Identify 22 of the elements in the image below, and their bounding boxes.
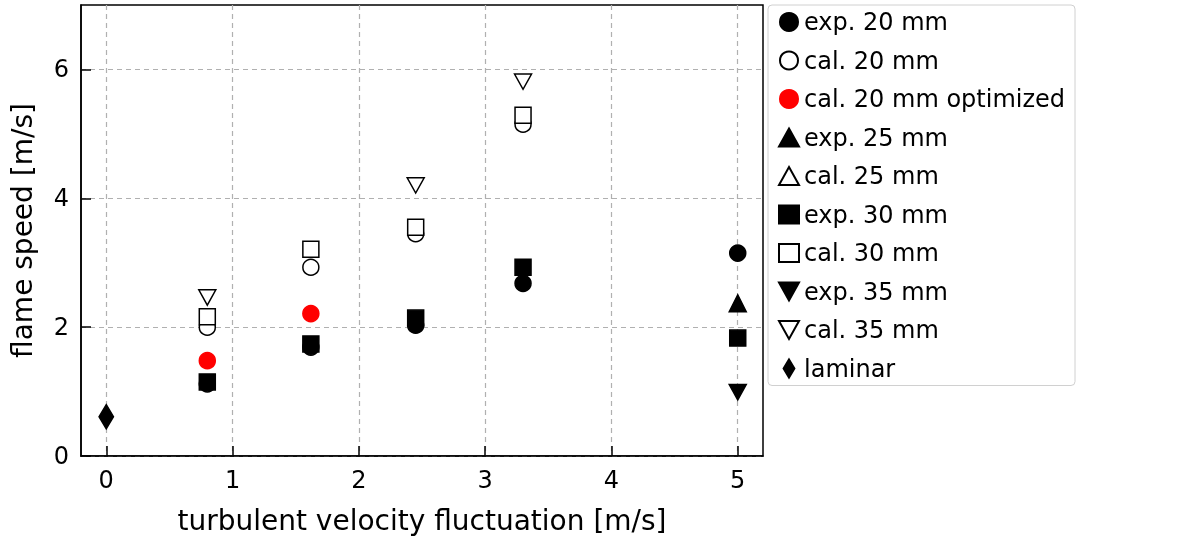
x-axis-title: turbulent velocity fluctuation [m/s] [177, 503, 667, 537]
legend-label: exp. 30 mm [804, 200, 948, 229]
y-tick-label: 0 [53, 442, 69, 470]
legend-label: cal. 30 mm [804, 239, 939, 267]
legend-label: cal. 25 mm [804, 162, 939, 190]
x-tick-label: 0 [98, 466, 114, 494]
x-tick-label: 4 [603, 466, 620, 494]
y-tick-label: 4 [53, 184, 69, 213]
legend-label: exp. 35 mm [804, 277, 948, 306]
legend-label: cal. 20 mm optimized [804, 85, 1066, 113]
legend-label: exp. 20 mm [804, 8, 948, 36]
y-tick-label: 2 [53, 313, 69, 342]
legend-label: cal. 35 mm [804, 316, 939, 344]
x-tick-label: 1 [224, 466, 241, 494]
x-tick-label: 2 [351, 466, 367, 494]
y-axis-title: flame speed [m/s] [5, 103, 39, 358]
legend-label: cal. 20 mm [804, 46, 939, 75]
legend-label: exp. 25 mm [804, 123, 948, 152]
x-tick-label: 3 [477, 466, 493, 494]
y-tick-label: 6 [53, 55, 69, 84]
x-tick-label: 5 [730, 466, 746, 494]
legend-label: laminar [804, 354, 896, 383]
